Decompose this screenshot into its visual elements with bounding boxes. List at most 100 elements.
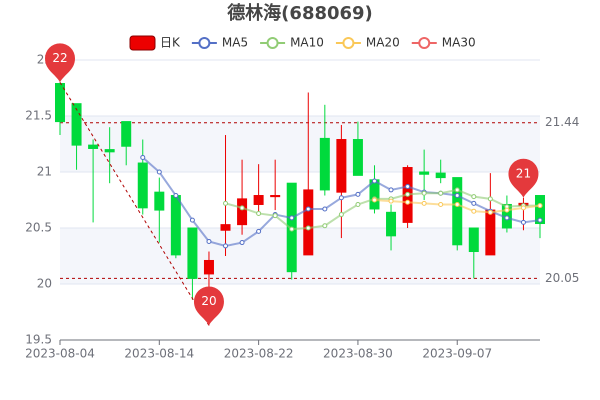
legend-label: 日K — [160, 36, 181, 50]
legend-item: 日K — [129, 35, 181, 51]
candle-body — [435, 172, 446, 179]
candle-body — [187, 227, 198, 279]
ma-point — [206, 238, 212, 244]
ma-point — [173, 193, 179, 199]
mark-pin: 22 — [45, 43, 75, 83]
candle-body — [154, 191, 165, 211]
candle-body — [270, 195, 281, 198]
ma-point — [371, 197, 377, 203]
y-tick-label: 20.5 — [25, 221, 52, 235]
candle-body — [352, 139, 363, 176]
legend-label: MA30 — [442, 36, 476, 50]
legend-icon — [342, 37, 355, 49]
candle-body — [237, 198, 248, 226]
pin-shape — [45, 43, 75, 83]
candle-body — [88, 144, 99, 149]
ma-point — [189, 217, 195, 223]
ma-point — [289, 215, 295, 221]
y-tick-label: 21.5 — [25, 109, 52, 123]
ma-point — [471, 194, 477, 200]
x-tick-label: 2023-08-04 — [25, 347, 95, 361]
ma-line — [225, 188, 540, 231]
legend-icon — [198, 37, 211, 49]
ma-point — [388, 198, 394, 204]
candle-body — [303, 189, 314, 256]
ma-point — [338, 195, 344, 201]
chart-title: 德林海(688069) — [227, 2, 373, 24]
y-tick-label: 21 — [37, 165, 52, 179]
ma-point — [471, 208, 477, 214]
candle-body — [386, 211, 397, 237]
candle-body — [121, 121, 132, 147]
legend-item: MA5 — [191, 36, 248, 50]
candle-body — [71, 103, 82, 146]
ma-point — [537, 203, 543, 209]
candle-body — [319, 137, 330, 191]
ma-point — [223, 243, 229, 249]
legend-item: MA10 — [260, 36, 324, 50]
x-tick-label: 2023-08-22 — [224, 347, 294, 361]
ma-point — [322, 206, 328, 212]
ma-point — [454, 193, 460, 199]
ma-point — [355, 191, 361, 197]
legend-item: MA20 — [335, 36, 400, 50]
ma-point — [537, 217, 543, 223]
candle-body — [55, 83, 65, 123]
pin-shape — [193, 286, 224, 326]
ma-point — [421, 190, 427, 196]
candle-body — [170, 195, 181, 256]
ma-point — [223, 200, 229, 206]
legend-icon — [266, 37, 279, 49]
candle-body — [253, 195, 264, 205]
legend-label: MA5 — [222, 36, 248, 50]
ma-point — [504, 215, 510, 221]
legend-icon — [418, 37, 431, 49]
ma-point — [438, 201, 444, 207]
legend-label: MA20 — [366, 36, 400, 50]
ma-point — [388, 187, 394, 193]
ma-point — [487, 196, 493, 202]
candle-body — [468, 227, 479, 253]
ma-point — [305, 206, 311, 212]
x-tick-label: 2023-08-14 — [124, 347, 194, 361]
mark-line-label: 21.44 — [545, 115, 579, 129]
legend-item: MA30 — [411, 36, 476, 50]
ma-point — [504, 207, 510, 213]
candle-body — [485, 209, 496, 256]
ma-point — [371, 178, 377, 184]
y-tick-label: 20 — [37, 277, 52, 291]
ma-point — [405, 191, 411, 197]
ma-point — [355, 201, 361, 207]
ma-point — [156, 169, 162, 175]
ma-point — [405, 184, 411, 190]
ma-point — [239, 240, 245, 246]
split-area — [60, 116, 540, 172]
ma-point — [256, 228, 262, 234]
ma-point — [421, 200, 427, 206]
pin-label: 20 — [201, 294, 216, 308]
legend-label: MA10 — [290, 36, 324, 50]
legend-icon — [129, 35, 156, 51]
candle-body — [220, 224, 231, 231]
ma-point — [438, 190, 444, 196]
y-tick-label: 19.5 — [25, 333, 52, 347]
mark-pin: 20 — [193, 286, 224, 326]
ma-point — [322, 223, 328, 229]
x-tick-label: 2023-08-30 — [323, 347, 393, 361]
pin-shape — [508, 158, 539, 198]
ma-point — [239, 205, 245, 211]
candle-body — [452, 177, 463, 246]
ma-point — [338, 212, 344, 218]
pin-label: 21 — [516, 166, 531, 180]
candle-body — [336, 139, 347, 193]
ma-point — [471, 200, 477, 206]
candle-body — [137, 162, 148, 209]
candle-body — [203, 259, 214, 275]
pin-label: 22 — [52, 51, 67, 65]
ma-point — [405, 199, 411, 205]
ma-point — [520, 219, 526, 225]
candle-body — [104, 149, 115, 153]
ma-point — [289, 226, 295, 232]
ma-point — [305, 225, 311, 231]
